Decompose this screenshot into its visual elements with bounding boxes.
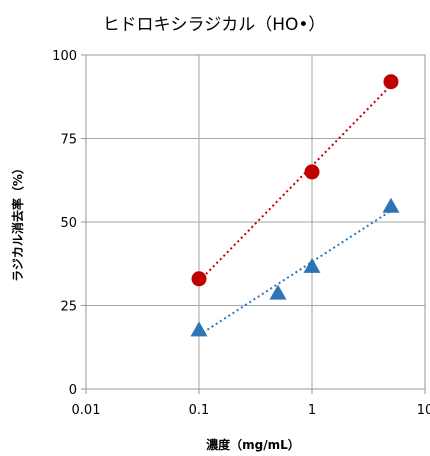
- x-tick-label: 0.01: [72, 403, 101, 418]
- x-axis-label: 濃度（mg/mL）: [206, 437, 300, 452]
- x-axis-ticks: 0.01 0.1 1 10: [72, 389, 430, 418]
- data-point-circle: [191, 271, 207, 287]
- y-axis-label: ラジカル消去率（%）: [10, 162, 25, 282]
- y-axis-ticks: 0 25 50 75 100: [52, 49, 86, 398]
- trendline-series-1: [198, 84, 392, 282]
- y-tick-label: 75: [60, 133, 77, 148]
- x-tick-label: 10: [417, 403, 430, 418]
- x-tick-label: 1: [308, 403, 316, 418]
- y-tick-label: 100: [52, 49, 77, 64]
- chart-title: ヒドロキシラジカル（HO•）: [103, 15, 326, 35]
- x-tick-label: 0.1: [189, 403, 210, 418]
- data-point-triangle: [269, 284, 287, 300]
- y-tick-label: 50: [60, 216, 77, 231]
- series-2: [190, 197, 400, 337]
- data-point-triangle: [382, 197, 400, 213]
- data-point-triangle: [303, 257, 321, 273]
- trendline-series-2: [198, 209, 392, 336]
- grid: [85, 54, 426, 390]
- data-point-triangle: [190, 321, 208, 337]
- series-1: [191, 74, 399, 287]
- y-tick-label: 25: [60, 300, 77, 315]
- y-tick-label: 0: [69, 383, 77, 398]
- data-point-circle: [304, 164, 320, 180]
- data-point-circle: [383, 74, 399, 90]
- series-layer: [190, 74, 400, 337]
